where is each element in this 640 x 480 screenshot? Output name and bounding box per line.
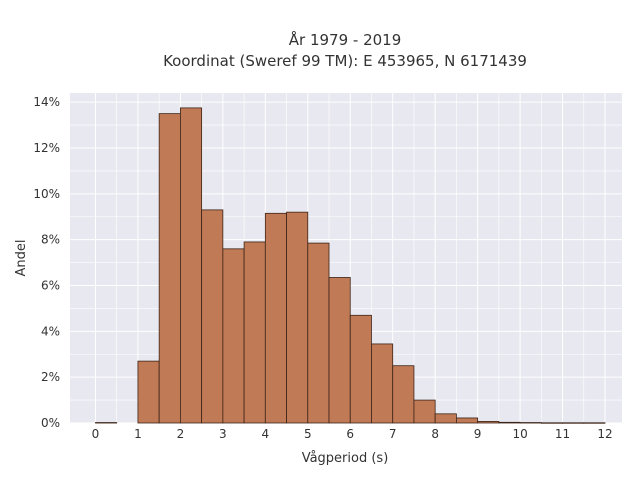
histogram-bar [349,314,372,424]
y-tick-label: 2% [41,370,60,384]
x-tick-label: 12 [597,427,612,441]
x-tick-label: 2 [177,427,185,441]
histogram-bar [222,248,245,424]
chart-title-line-2: Koordinat (Sweref 99 TM): E 453965, N 61… [163,52,527,70]
histogram-bar [477,420,500,424]
histogram-bar [434,413,457,424]
histogram-bar [137,360,160,424]
x-tick-label: 11 [555,427,570,441]
histogram-bar [158,113,181,424]
x-tick-label: 3 [219,427,227,441]
histogram-bar [264,212,287,424]
histogram-bar [583,422,606,424]
y-tick-label: 12% [33,141,60,155]
x-tick-label: 9 [474,427,482,441]
histogram-bar [243,241,266,424]
y-tick-label: 14% [33,95,60,109]
histogram-bar [201,209,224,424]
histogram-bar [413,399,436,424]
x-tick-label: 6 [346,427,354,441]
histogram-bar [95,422,118,424]
x-axis-label: Vågperiod (s) [302,451,389,466]
x-tick-label: 7 [389,427,397,441]
y-tick-label: 6% [41,279,60,293]
y-tick-label: 8% [41,233,60,247]
histogram-bar [455,417,479,424]
bars-group [95,107,606,424]
y-tick-label: 4% [41,324,60,338]
x-tick-label: 0 [92,427,100,441]
x-tick-label: 1 [134,427,142,441]
histogram-bar [328,277,351,424]
chart-title-line-1: År 1979 - 2019 [289,30,402,49]
y-tick-labels: 0% 2% 4% 6% 8% 10% 12% 14% [33,95,60,430]
y-tick-label: 10% [33,187,60,201]
histogram-bar [498,421,521,424]
x-tick-label: 8 [431,427,439,441]
y-tick-label: 0% [41,416,60,430]
x-tick-label: 4 [262,427,270,441]
x-tick-label: 10 [512,427,527,441]
histogram-bar [392,365,415,424]
histogram-bar [179,107,203,424]
histogram-bar [519,422,542,424]
y-axis-label: Andel [14,240,29,277]
x-tick-label: 5 [304,427,312,441]
histogram-bar [307,242,330,424]
histogram-bar [540,422,563,424]
x-tick-labels: 0 1 2 3 4 5 6 7 8 9 10 11 12 [92,427,613,441]
histogram-bar [371,343,394,424]
histogram-bar [286,211,309,424]
histogram-bar [562,422,585,424]
